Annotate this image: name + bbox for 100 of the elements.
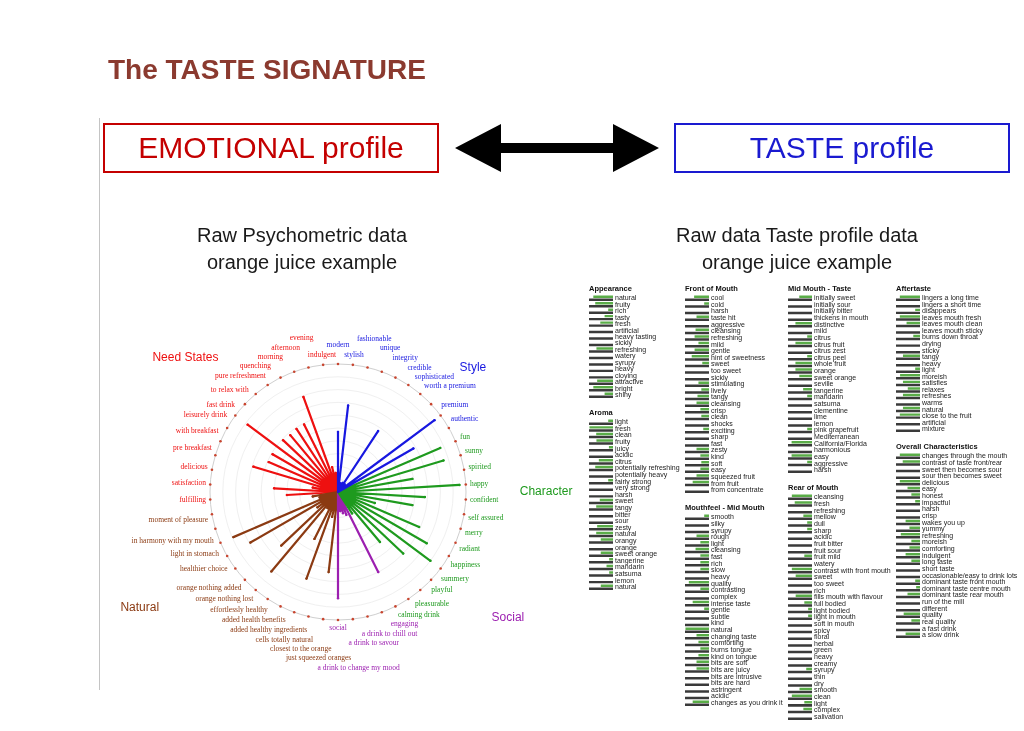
bar [685,305,709,308]
bar [896,390,920,393]
bar [896,476,920,479]
bar [896,549,920,552]
bar [896,344,920,347]
bar [788,351,812,354]
bar [696,634,709,637]
bar [600,538,613,541]
bar [609,558,613,561]
bar [685,490,709,493]
bar [911,619,920,622]
bar [911,493,920,496]
bar [896,536,920,539]
bar [788,424,812,427]
bar [700,647,709,650]
bar [804,701,812,704]
bar [700,454,709,457]
bar [700,541,709,544]
bar [788,677,812,680]
bar [794,501,812,504]
bar [804,601,812,604]
bar [795,594,812,597]
bar [685,524,709,527]
bar [685,424,709,427]
bar [700,561,709,564]
bar [704,302,709,305]
text: The TASTE SIGNATURE [108,54,426,86]
bar [685,670,709,673]
bar [803,388,812,391]
bar [788,604,812,607]
bar [597,525,613,528]
bar [788,544,812,547]
bar [589,311,613,314]
bar [795,368,812,371]
bar [685,637,709,640]
bar [804,554,812,558]
bar [701,388,709,391]
bar [589,587,613,590]
bar [896,516,920,519]
bar [596,439,613,442]
bar [696,474,709,477]
chart-title: Raw Psychometric data [195,223,409,248]
bar [896,635,920,638]
text: orange juice example [700,250,894,275]
bar [589,528,613,531]
bar [600,551,613,554]
bar [896,496,920,499]
bar [596,505,613,508]
bar [696,401,709,404]
bar [589,462,613,465]
bar [788,305,812,308]
text: Raw data Taste profile data [675,223,919,248]
bar [788,644,812,647]
bar [788,318,812,321]
bar [704,607,709,610]
bar [589,376,613,379]
bar [807,335,812,338]
text: Style [459,360,487,375]
bar [788,717,812,720]
bar [700,554,709,557]
bar [685,564,709,567]
bar [896,429,920,432]
bar [916,586,920,589]
bar [589,574,613,577]
bar [596,347,613,350]
bar [896,463,920,466]
bar [700,408,709,411]
bar [896,377,920,380]
bar [685,325,709,328]
bar [807,521,812,524]
bar [685,338,709,341]
bar [788,657,812,660]
bar [788,404,812,407]
bar [788,338,812,341]
bar [685,703,709,706]
text: Social [491,609,525,624]
bar [685,557,709,560]
bar [896,403,920,406]
bar [896,582,920,585]
bar [685,411,709,414]
bar [685,358,709,361]
bar [807,355,812,358]
bar [788,524,812,527]
bar [900,374,920,377]
bar [915,579,920,582]
text: TASTE profile [749,131,935,165]
bar [788,664,812,667]
bar [788,358,812,361]
bar [788,704,812,707]
text: Need States [152,349,219,364]
bar [685,371,709,374]
bar [909,526,920,529]
bar [608,308,613,311]
bar [788,624,812,627]
text: EMOTIONAL profile [138,131,404,165]
bar [685,577,709,580]
bar [900,533,920,536]
bar [685,477,709,480]
bar [685,404,709,407]
bar [598,459,613,462]
